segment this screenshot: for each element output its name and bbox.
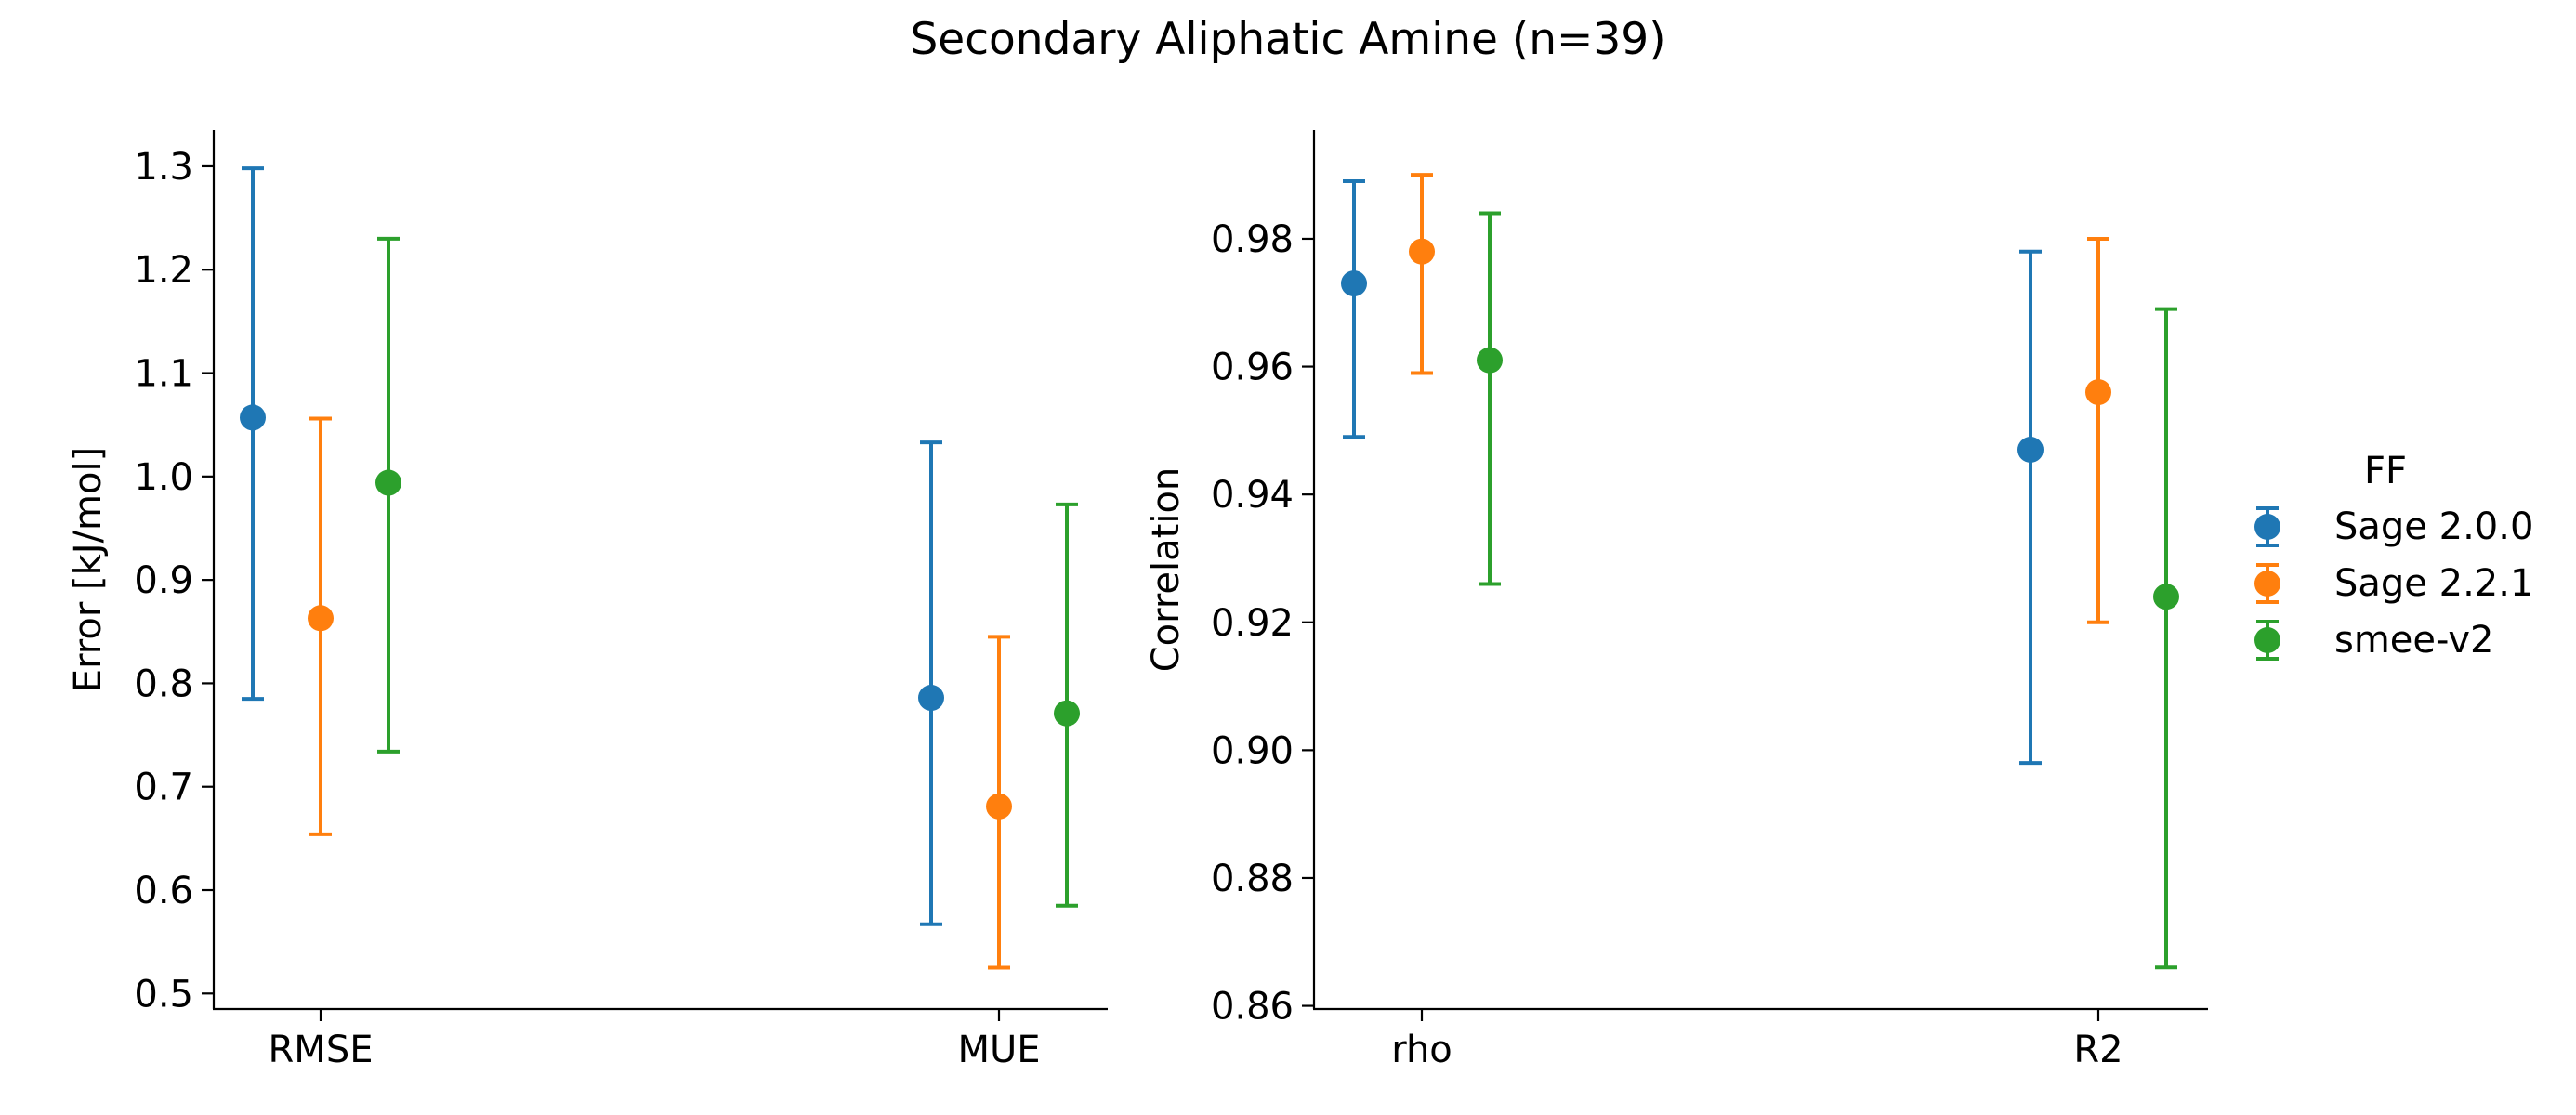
left-y-tick-label: 0.5: [134, 973, 193, 1016]
legend-entry-1: Sage 2.0.0: [2254, 505, 2533, 548]
right-y-tick-label: 0.88: [1211, 858, 1294, 900]
data-point: [2085, 379, 2111, 406]
data-point: [986, 793, 1012, 820]
left-x-tick-label: MUE: [957, 1029, 1040, 1071]
left-x-tick-label: RMSE: [269, 1029, 374, 1071]
data-point: [240, 404, 266, 431]
data-point: [2153, 584, 2179, 610]
right-x-tick-label: rho: [1391, 1029, 1452, 1071]
figure-title: Secondary Aliphatic Amine (n=39): [910, 14, 1665, 65]
left-y-axis-title: Error [kJ/mol]: [67, 447, 110, 692]
left-y-tick-label: 0.6: [134, 870, 193, 912]
legend-label-3: smee-v2: [2334, 619, 2494, 662]
left-y-tick-label: 1.2: [134, 249, 193, 292]
legend-marker-1: [2254, 514, 2280, 540]
left-errorbar-point: [986, 635, 1012, 970]
right-y-axis-title: Correlation: [1145, 467, 1188, 673]
data-point: [1409, 238, 1435, 265]
right-errorbar-point: [1477, 211, 1503, 586]
left-x-ticks: RMSE MUE: [269, 1009, 1041, 1071]
legend-marker-3: [2254, 627, 2280, 653]
right-y-tick-label: 0.90: [1211, 729, 1294, 772]
right-y-tick-label: 0.92: [1211, 602, 1294, 645]
legend-marker-2: [2254, 571, 2280, 597]
left-y-tick-label: 1.3: [134, 146, 193, 189]
data-point: [2017, 437, 2044, 463]
right-y-tick-label: 0.94: [1211, 474, 1294, 517]
right-y-tick-label: 0.96: [1211, 347, 1294, 389]
left-panel: 0.5 0.6 0.7 0.8 0.9 1.0 1.1 1.2 1.3 RMSE MUE Erro…: [67, 130, 1108, 1071]
left-errorbar-point: [1054, 502, 1080, 908]
data-point: [308, 605, 334, 632]
legend-entry-3: smee-v2: [2254, 619, 2494, 662]
right-errorbar-point: [2017, 249, 2044, 766]
right-marks: [1341, 173, 2179, 970]
data-point: [1341, 270, 1367, 297]
left-y-tick-label: 0.8: [134, 662, 193, 705]
right-x-tick-label: R2: [2073, 1029, 2123, 1071]
legend-label-2: Sage 2.2.1: [2334, 562, 2533, 605]
left-errorbar-point: [375, 236, 401, 754]
left-errorbar-point: [918, 440, 944, 926]
right-errorbar-point: [2153, 307, 2179, 970]
left-y-tick-label: 0.7: [134, 767, 193, 809]
right-y-tick-label: 0.98: [1211, 218, 1294, 261]
data-point: [1054, 700, 1080, 727]
right-y-ticks: 0.86 0.88 0.90 0.92 0.94 0.96 0.98: [1211, 218, 1314, 1029]
left-y-tick-label: 0.9: [134, 559, 193, 602]
left-y-tick-label: 1.0: [134, 456, 193, 499]
right-errorbar-point: [2085, 236, 2111, 624]
left-errorbar-point: [308, 416, 334, 836]
right-errorbar-point: [1341, 179, 1367, 439]
data-point: [375, 469, 401, 496]
right-x-ticks: rho R2: [1391, 1009, 2123, 1071]
right-y-tick-label: 0.86: [1211, 986, 1294, 1029]
left-marks: [240, 166, 1080, 970]
legend-title: FF: [2364, 450, 2407, 492]
left-y-tick-label: 1.1: [134, 353, 193, 396]
legend-entry-2: Sage 2.2.1: [2254, 562, 2533, 605]
left-y-ticks: 0.5 0.6 0.7 0.8 0.9 1.0 1.1 1.2 1.3: [134, 146, 214, 1016]
legend: FF Sage 2.0.0 Sage 2.2.1 smee-v2: [2254, 450, 2533, 662]
data-point: [918, 685, 944, 712]
left-errorbar-point: [240, 166, 266, 702]
legend-label-1: Sage 2.0.0: [2334, 505, 2533, 548]
right-errorbar-point: [1409, 173, 1435, 375]
data-point: [1477, 347, 1503, 374]
right-panel: 0.86 0.88 0.90 0.92 0.94 0.96 0.98 rho R2 Corre…: [1145, 130, 2208, 1071]
